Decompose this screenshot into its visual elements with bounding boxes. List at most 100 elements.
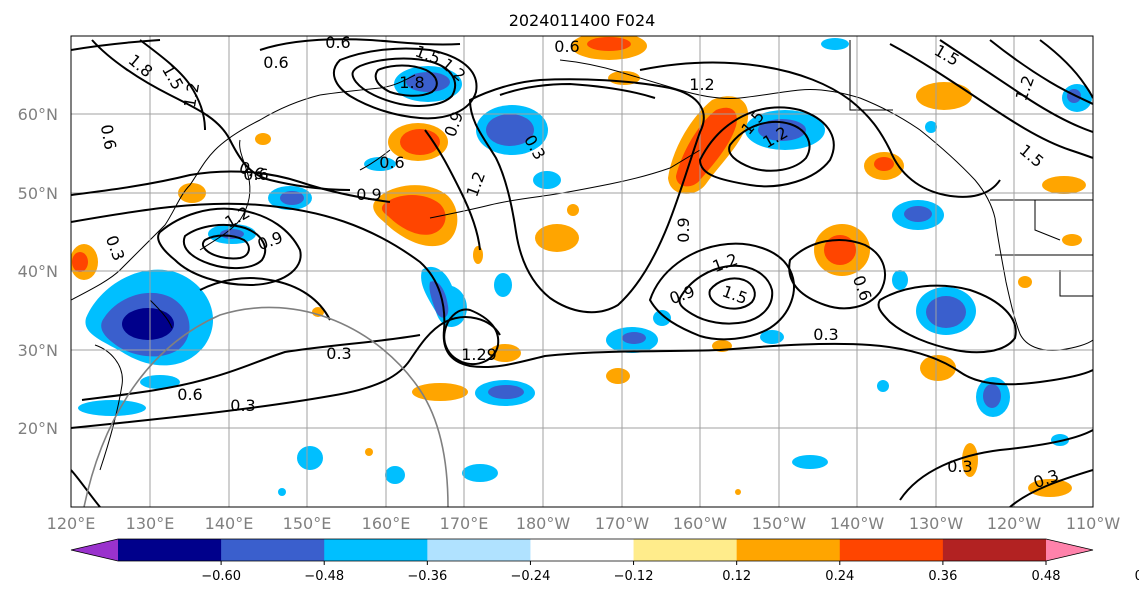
negative-anomaly (983, 384, 1001, 408)
positive-anomaly (255, 133, 271, 145)
colorbar-segment (942, 539, 1047, 561)
contour-label: 0.9 (356, 185, 381, 204)
lon-label: 110°W (1066, 514, 1121, 533)
colorbar-tick-label: 0.36 (928, 569, 957, 584)
lon-label: 170°W (595, 514, 650, 533)
lon-label: 160°E (362, 514, 411, 533)
negative-anomaly (488, 385, 524, 399)
colorbar-segment (324, 539, 428, 561)
positive-anomaly (920, 355, 956, 381)
colorbar-segment (736, 539, 841, 561)
negative-anomaly (278, 488, 286, 496)
colorbar-tick-label: 0.24 (825, 569, 854, 584)
contour-label: 0.6 (97, 123, 120, 151)
colorbar-outline (70, 538, 1094, 562)
negative-anomaly (280, 191, 304, 205)
colorbar-tick-label: −0.12 (614, 569, 654, 584)
negative-anomaly (622, 332, 646, 344)
negative-anomaly (792, 455, 828, 469)
lon-label: 130°E (126, 514, 175, 533)
negative-anomaly (78, 400, 146, 416)
positive-anomaly (365, 448, 373, 456)
colorbar-tick-label: 0.48 (1032, 569, 1061, 584)
colorbar-segment (530, 539, 635, 561)
positive-anomaly (587, 37, 631, 51)
colorbar-tick-label: −0.36 (407, 569, 447, 584)
lat-label: 40°N (18, 262, 58, 281)
positive-anomaly (735, 489, 741, 495)
lat-label: 60°N (18, 105, 58, 124)
latitude-labels: 60°N 50°N 40°N 30°N 20°N (18, 105, 58, 438)
negative-anomaly (925, 121, 937, 133)
negative-anomaly (653, 310, 671, 326)
contour-label: 0.6 (263, 53, 288, 72)
lat-label: 30°N (18, 341, 58, 360)
contour-label: 0.6 (554, 37, 579, 56)
colorbar-tick-label: −0.24 (511, 569, 551, 584)
colorbar-tick-label: 0.12 (722, 569, 751, 584)
figure-title: 2024011400 F024 (509, 11, 656, 30)
contour-label: 1.2 (180, 81, 203, 109)
negative-anomaly (364, 157, 396, 171)
colorbar-tick-label: −0.48 (304, 569, 344, 584)
positive-anomaly (874, 157, 894, 171)
colorbar-extend-high (1046, 539, 1093, 561)
negative-anomaly (494, 273, 512, 297)
positive-anomaly (381, 195, 446, 235)
map-frame (70, 35, 1094, 508)
contour-label: 0.3 (813, 325, 838, 344)
contour-label: 0.6 (177, 385, 202, 404)
positive-anomaly (962, 443, 978, 477)
colorbar-segment (118, 539, 222, 561)
negative-anomaly (926, 296, 966, 328)
range-circle (83, 306, 449, 507)
contour-label: 0.3 (230, 396, 255, 415)
positive-anomaly (916, 82, 972, 110)
colorbar-segment (427, 539, 531, 561)
colorbar-segment (839, 539, 944, 561)
negative-anomaly (385, 466, 405, 484)
contour-label: 1.2 (689, 75, 714, 94)
positive-anomaly (824, 235, 856, 265)
lon-label: 170°E (440, 514, 489, 533)
colorbar-segment (221, 539, 325, 561)
negative-anomaly (821, 38, 849, 50)
lon-label: 140°E (205, 514, 254, 533)
negative-anomaly (462, 464, 498, 482)
positive-anomaly (567, 204, 579, 216)
lon-label: 130°W (909, 514, 964, 533)
positive-anomaly (1028, 479, 1072, 497)
contour-label: 0.6 (325, 33, 350, 52)
lon-label: 120°W (987, 514, 1042, 533)
positive-anomaly (1062, 234, 1082, 246)
negative-anomaly (904, 206, 932, 222)
contour-label: 0.6 (379, 153, 404, 172)
lat-label: 50°N (18, 184, 58, 203)
lon-label: 160°W (673, 514, 728, 533)
positive-anomaly (412, 383, 468, 401)
contour-label: 0.9 (674, 217, 693, 242)
colorbar-extend-low (71, 539, 118, 561)
positive-anomaly (606, 368, 630, 384)
contour-lines (71, 38, 1093, 507)
colorbar-tick-label: 0.60 (1135, 569, 1139, 584)
graticule (71, 36, 1093, 507)
colorbar-segment (633, 539, 738, 561)
negative-anomaly (533, 171, 561, 189)
negative-anomaly (892, 270, 908, 290)
negative-anomaly (877, 380, 889, 392)
negative-anomaly (760, 330, 784, 344)
contour-label: 0.3 (947, 457, 972, 476)
longitude-labels: 120°E 130°E 140°E 150°E 160°E 170°E 180°… (47, 514, 1121, 533)
positive-anomaly (535, 224, 579, 252)
negative-anomaly (297, 446, 323, 470)
map-area: 0.6 0.6 1.8 1.5 1.2 0.6 1.5 1.2 1.8 0.6 … (71, 33, 1093, 507)
lon-label: 140°W (830, 514, 885, 533)
positive-anomaly (72, 252, 88, 272)
lon-label: 150°E (283, 514, 332, 533)
positive-anomaly (473, 246, 483, 264)
contour-label: 1.8 (399, 73, 424, 92)
lat-label: 20°N (18, 419, 58, 438)
positive-anomaly (1018, 276, 1032, 288)
